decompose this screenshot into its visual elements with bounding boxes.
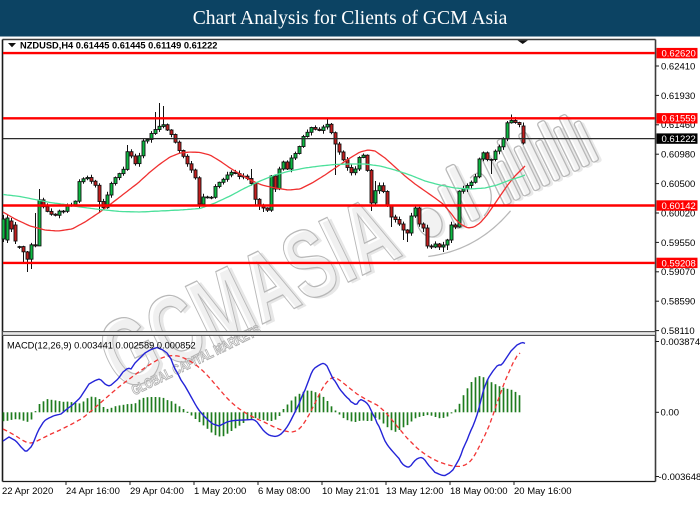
svg-text:MACD(12,26,9) 0.003441 0.00258: MACD(12,26,9) 0.003441 0.002589 0.000852 <box>7 341 196 351</box>
svg-text:0.58110: 0.58110 <box>661 326 695 337</box>
svg-text:0.61930: 0.61930 <box>661 91 695 102</box>
svg-text:0.61559: 0.61559 <box>662 114 696 125</box>
svg-text:0.58590: 0.58590 <box>661 297 695 308</box>
svg-text:0.60500: 0.60500 <box>661 179 695 190</box>
svg-text:0.003874: 0.003874 <box>661 337 700 348</box>
svg-text:Chart Analysis for Clients of: Chart Analysis for Clients of GCM Asia <box>193 8 508 29</box>
svg-text:6 May 08:00: 6 May 08:00 <box>258 486 310 497</box>
svg-text:29 Apr 04:00: 29 Apr 04:00 <box>130 486 184 497</box>
svg-text:0.60980: 0.60980 <box>661 150 695 161</box>
svg-text:NZDUSD,H4 0.61445 0.61445 0.6: NZDUSD,H4 0.61445 0.61445 0.61149 0.6122… <box>20 41 217 51</box>
svg-text:18 May 00:00: 18 May 00:00 <box>450 486 508 497</box>
svg-text:0.60142: 0.60142 <box>662 201 696 212</box>
svg-text:1 May 20:00: 1 May 20:00 <box>194 486 246 497</box>
svg-text:13 May 12:00: 13 May 12:00 <box>386 486 444 497</box>
svg-text:0.00: 0.00 <box>661 408 680 419</box>
svg-text:24 Apr 16:00: 24 Apr 16:00 <box>66 486 120 497</box>
svg-text:22 Apr 2020: 22 Apr 2020 <box>2 486 53 497</box>
svg-text:0.61222: 0.61222 <box>662 134 696 145</box>
svg-text:-0.003648: -0.003648 <box>659 472 700 483</box>
svg-text:0.59550: 0.59550 <box>661 238 695 249</box>
svg-text:0.62620: 0.62620 <box>662 49 696 60</box>
svg-text:0.62410: 0.62410 <box>661 61 695 72</box>
svg-text:20 May 16:00: 20 May 16:00 <box>514 486 572 497</box>
svg-text:10 May 21:01: 10 May 21:01 <box>322 486 380 497</box>
svg-text:0.59208: 0.59208 <box>662 258 696 269</box>
